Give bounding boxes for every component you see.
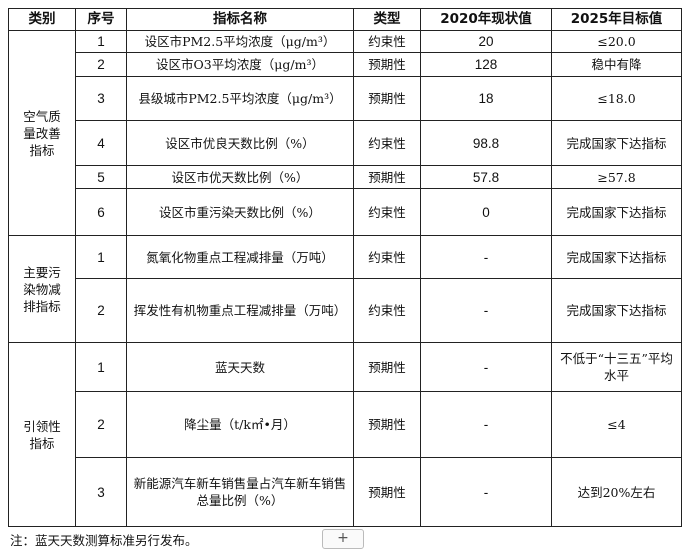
row-number: 5 [75, 165, 127, 189]
indicator-type: 约束性 [353, 235, 421, 279]
table-row: 6 设区市重污染天数比例（%） 约束性 0 完成国家下达指标 [9, 188, 682, 236]
category-cell: 引领性指标 [8, 342, 76, 527]
indicator-name: 县级城市PM2.5平均浓度（μg/m³） [126, 76, 354, 121]
target-2025: ≤4 [551, 391, 682, 458]
indicator-type: 约束性 [353, 30, 421, 53]
target-2025: ≤20.0 [551, 30, 682, 53]
indicator-type: 预期性 [353, 342, 421, 392]
row-number: 3 [75, 76, 127, 121]
indicator-type: 预期性 [353, 165, 421, 189]
table-row: 3 新能源汽车新车销售量占汽车新车销售总量比例（%） 预期性 - 达到20%左右 [9, 457, 682, 527]
value-2020: 20 [420, 30, 552, 53]
value-2020: 0 [420, 188, 552, 236]
indicator-name: 设区市优良天数比例（%） [126, 120, 354, 166]
indicator-type: 约束性 [353, 120, 421, 166]
add-row-button[interactable]: + [322, 529, 364, 549]
indicator-table: 类别 序号 指标名称 类型 2020年现状值 2025年目标值 空气质量改善指标… [8, 8, 682, 527]
target-2025: ≤18.0 [551, 76, 682, 121]
category-cell: 空气质量改善指标 [8, 30, 76, 236]
row-number: 1 [75, 235, 127, 279]
row-number: 2 [75, 278, 127, 343]
row-number: 2 [75, 391, 127, 458]
target-2025: 完成国家下达指标 [551, 188, 682, 236]
value-2020: 57.8 [420, 165, 552, 189]
header-no: 序号 [75, 8, 127, 31]
table-row: 引领性指标 1 蓝天天数 预期性 - 不低于“十三五”平均水平 [8, 342, 682, 527]
target-2025: 稳中有降 [551, 52, 682, 77]
row-number: 3 [75, 457, 127, 527]
row-number: 4 [75, 120, 127, 166]
header-category: 类别 [8, 8, 76, 31]
table-row: 2 降尘量（t/k㎡•月） 预期性 - ≤4 [9, 391, 682, 458]
target-2025: 不低于“十三五”平均水平 [551, 342, 682, 392]
table-row: 5 设区市优天数比例（%） 预期性 57.8 ≥57.8 [9, 165, 682, 189]
row-number: 1 [75, 30, 127, 53]
indicator-name: 挥发性有机物重点工程减排量（万吨） [126, 278, 354, 343]
footnote: 注：蓝天天数测算标准另行发布。 [10, 533, 198, 548]
target-2025: 完成国家下达指标 [551, 278, 682, 343]
value-2020: - [420, 342, 552, 392]
header-name: 指标名称 [126, 8, 354, 31]
table-row: 4 设区市优良天数比例（%） 约束性 98.8 完成国家下达指标 [9, 120, 682, 166]
value-2020: - [420, 278, 552, 343]
row-number: 6 [75, 188, 127, 236]
indicator-name: 降尘量（t/k㎡•月） [126, 391, 354, 458]
indicator-type: 预期性 [353, 52, 421, 77]
target-2025: 完成国家下达指标 [551, 235, 682, 279]
indicator-type: 预期性 [353, 76, 421, 121]
indicator-type: 约束性 [353, 188, 421, 236]
indicator-name: 设区市优天数比例（%） [126, 165, 354, 189]
header-row: 类别 序号 指标名称 类型 2020年现状值 2025年目标值 [8, 8, 682, 31]
indicator-type: 预期性 [353, 391, 421, 458]
indicator-name: 设区市PM2.5平均浓度（μg/m³） [126, 30, 354, 53]
indicator-name: 新能源汽车新车销售量占汽车新车销售总量比例（%） [126, 457, 354, 527]
indicator-name: 蓝天天数 [126, 342, 354, 392]
value-2020: - [420, 457, 552, 527]
table-row: 2 挥发性有机物重点工程减排量（万吨） 约束性 - 完成国家下达指标 [9, 278, 682, 343]
value-2020: 18 [420, 76, 552, 121]
value-2020: 98.8 [420, 120, 552, 166]
table-row: 3 县级城市PM2.5平均浓度（μg/m³） 预期性 18 ≤18.0 [9, 76, 682, 121]
value-2020: - [420, 391, 552, 458]
indicator-type: 约束性 [353, 278, 421, 343]
table-row: 空气质量改善指标 1 设区市PM2.5平均浓度（μg/m³） 约束性 20 ≤20.0 [8, 30, 682, 236]
indicator-name: 氮氧化物重点工程减排量（万吨） [126, 235, 354, 279]
row-number: 2 [75, 52, 127, 77]
table-row: 2 设区市O3平均浓度（μg/m³） 预期性 128 稳中有降 [9, 52, 682, 77]
indicator-name: 设区市重污染天数比例（%） [126, 188, 354, 236]
indicator-type: 预期性 [353, 457, 421, 527]
header-2020: 2020年现状值 [420, 8, 552, 31]
indicator-name: 设区市O3平均浓度（μg/m³） [126, 52, 354, 77]
value-2020: - [420, 235, 552, 279]
header-type: 类型 [353, 8, 421, 31]
value-2020: 128 [420, 52, 552, 77]
category-cell: 主要污染物减排指标 [8, 235, 76, 343]
target-2025: 达到20%左右 [551, 457, 682, 527]
row-number: 1 [75, 342, 127, 392]
target-2025: 完成国家下达指标 [551, 120, 682, 166]
table-row: 主要污染物减排指标 1 氮氧化物重点工程减排量（万吨） 约束性 - 完成国家下达指标 [8, 235, 682, 343]
header-2025: 2025年目标值 [551, 8, 682, 31]
target-2025: ≥57.8 [551, 165, 682, 189]
